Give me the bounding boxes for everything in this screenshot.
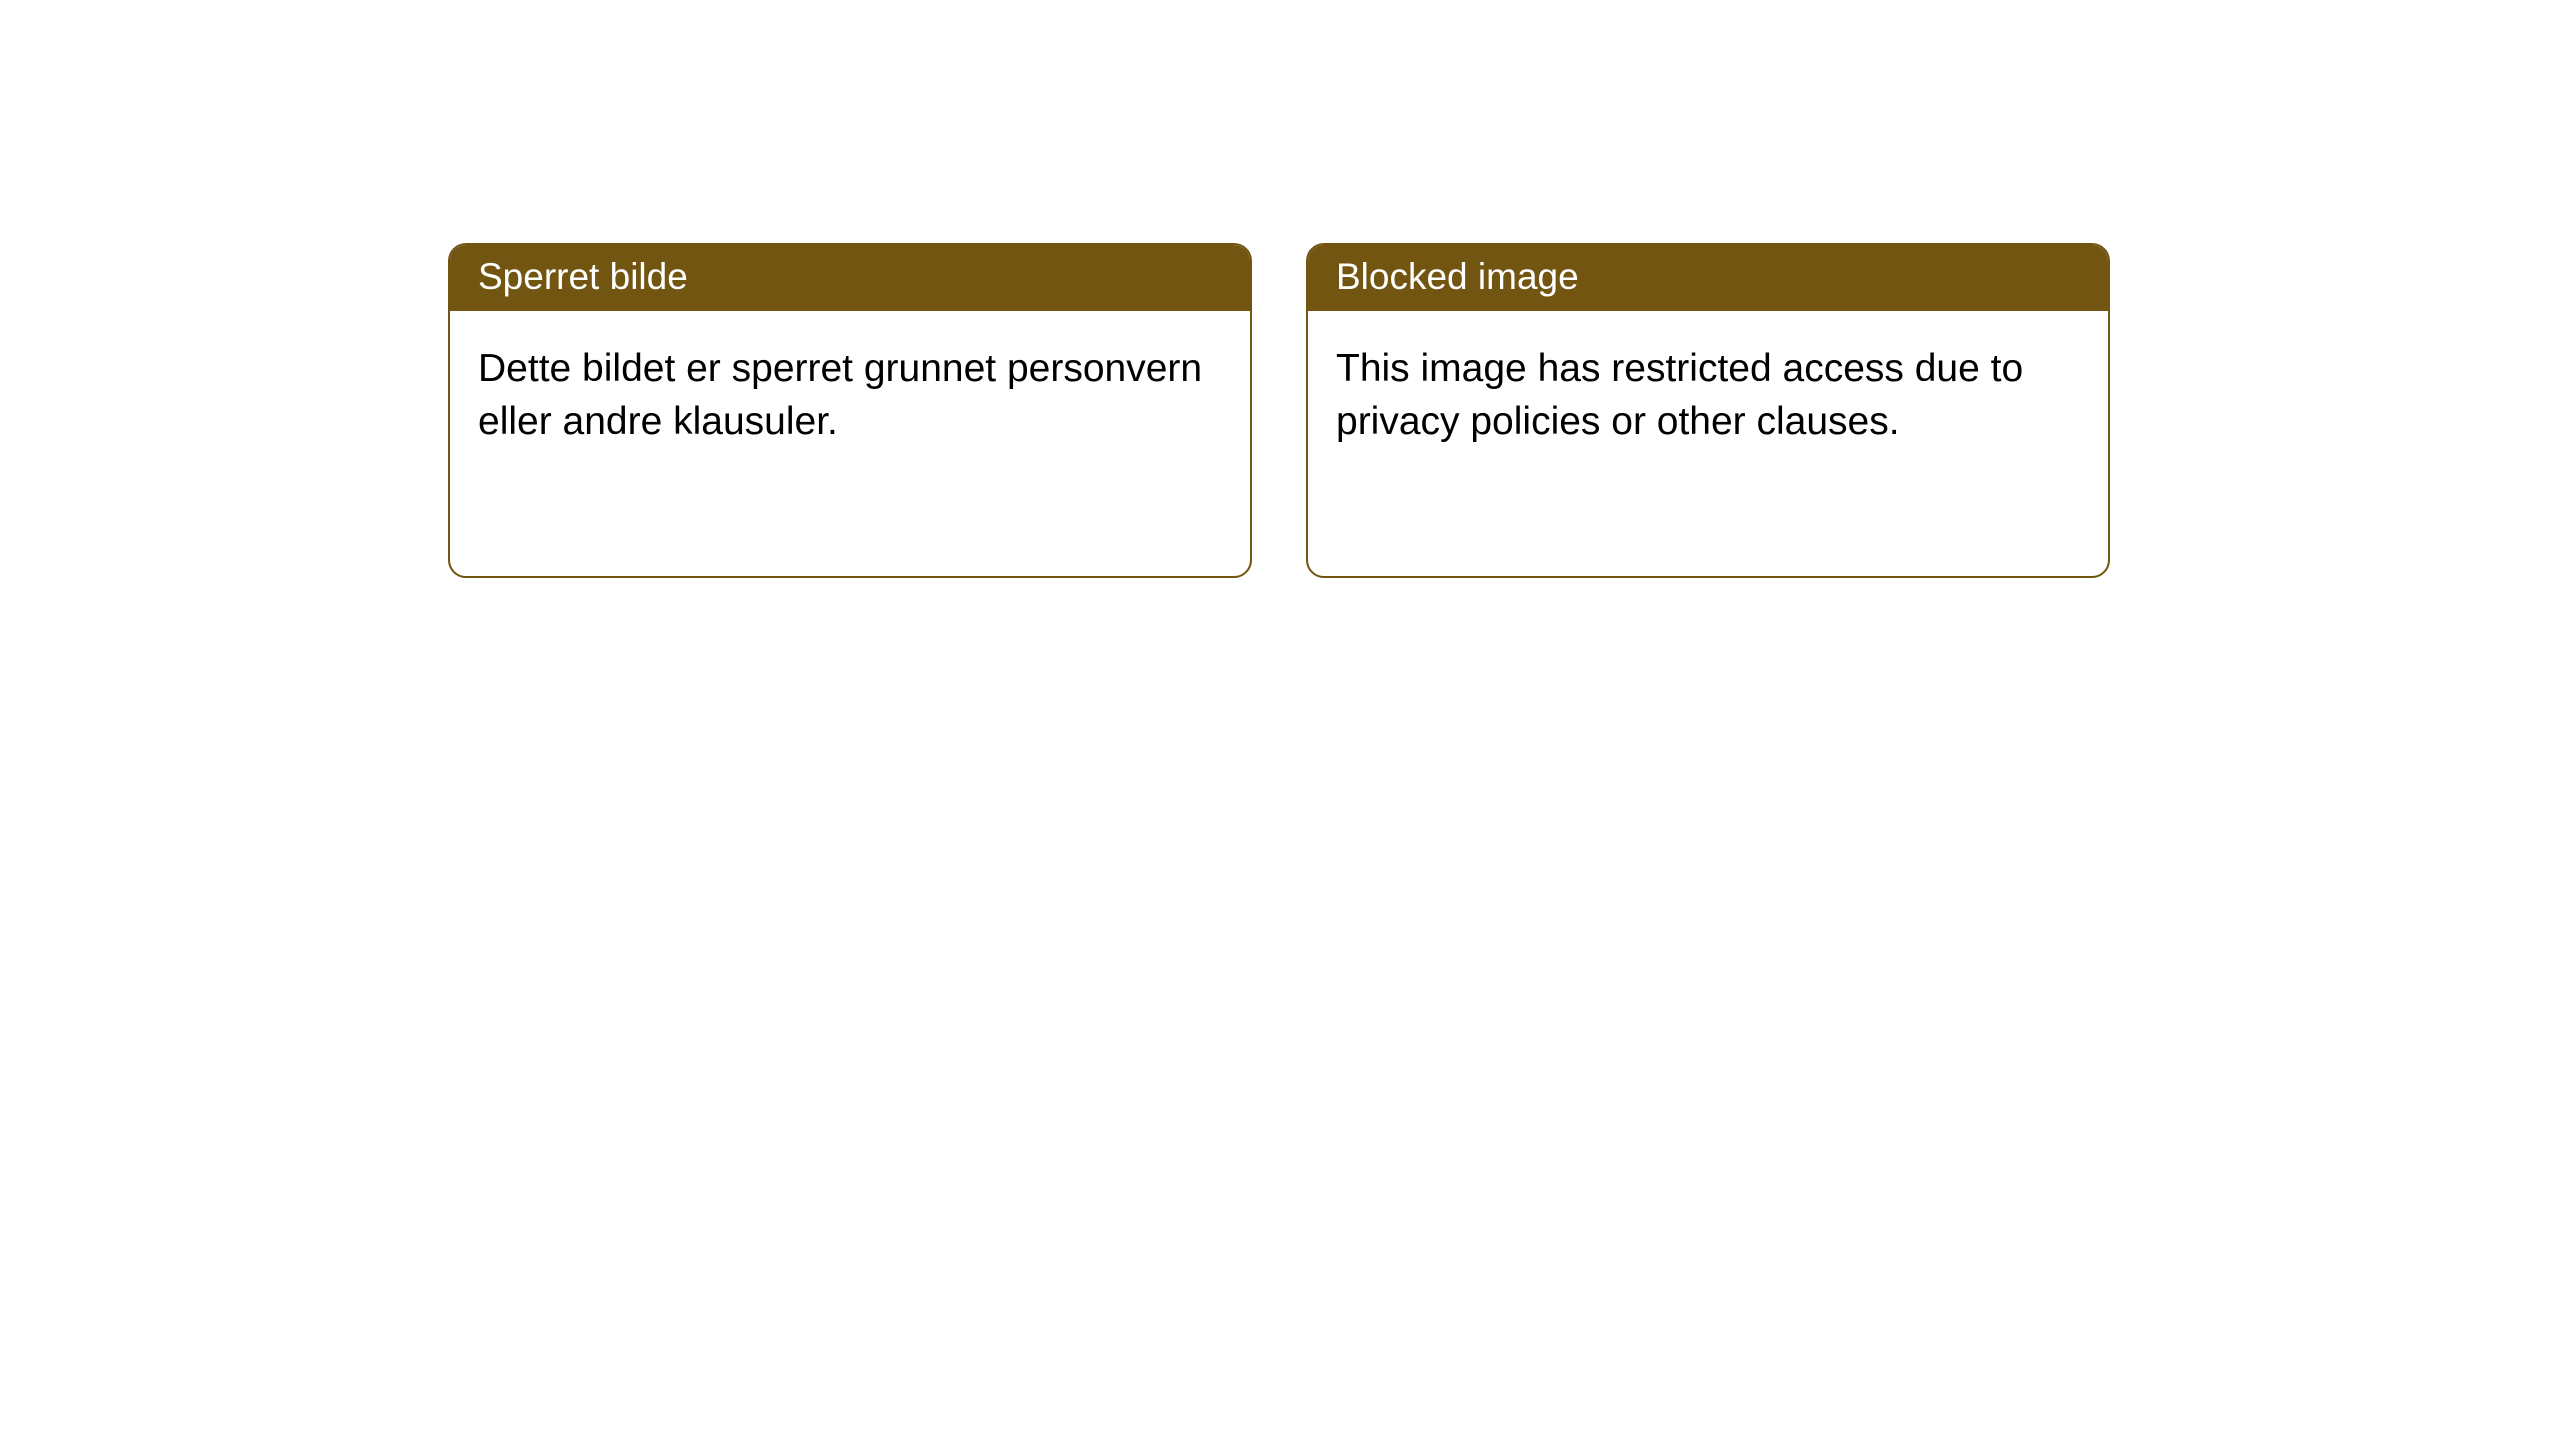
card-body: This image has restricted access due to …: [1308, 311, 2108, 480]
notice-container: Sperret bilde Dette bildet er sperret gr…: [448, 243, 2110, 578]
card-body: Dette bildet er sperret grunnet personve…: [450, 311, 1250, 480]
card-header: Blocked image: [1308, 245, 2108, 311]
notice-card-english: Blocked image This image has restricted …: [1306, 243, 2110, 578]
card-header: Sperret bilde: [450, 245, 1250, 311]
notice-card-norwegian: Sperret bilde Dette bildet er sperret gr…: [448, 243, 1252, 578]
